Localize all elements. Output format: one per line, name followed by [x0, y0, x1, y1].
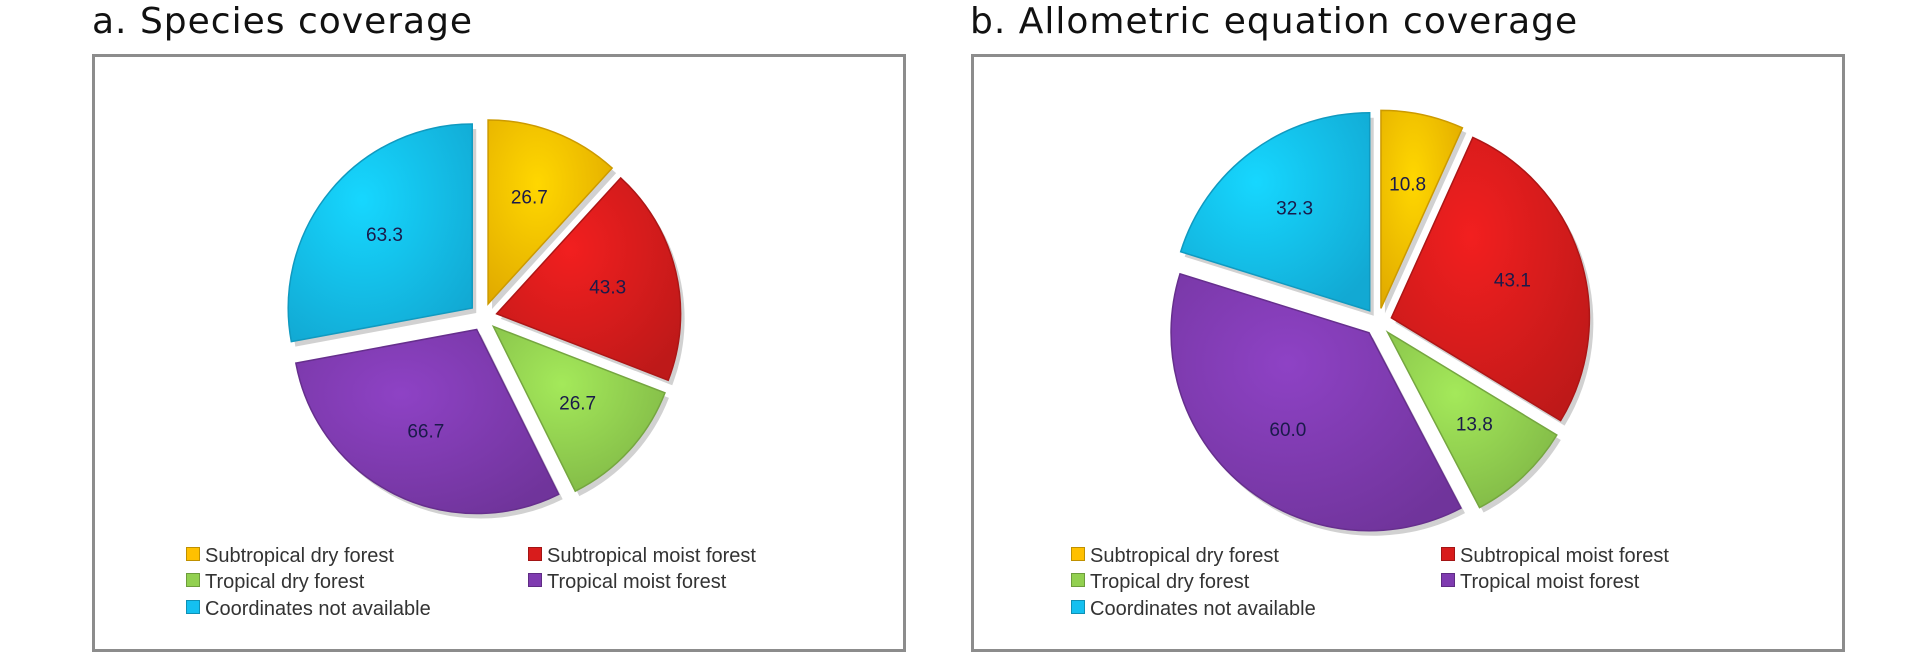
- chart-a-slice-coordinates-not-available: [287, 123, 473, 343]
- chart-b-title: b. Allometric equation coverage: [970, 1, 1579, 42]
- chart-b-legend-label-subtropical-dry-forest: Subtropical dry forest: [1090, 545, 1279, 567]
- chart-a-data-label-tropical-moist-forest: 66.7: [407, 422, 444, 443]
- chart-a-slice-subtropical-moist-forest: [495, 176, 682, 382]
- chart-a-slice-tropical-dry-forest: [491, 325, 666, 493]
- chart-a-data-label-subtropical-moist-forest: 43.3: [589, 278, 626, 299]
- chart-b-legend-item-tropical-dry-forest: Tropical dry forest: [1071, 570, 1249, 594]
- chart-a-legend-item-subtropical-moist-forest: Subtropical moist forest: [528, 544, 756, 568]
- chart-b-legend-item-coordinates-not-available: Coordinates not available: [1071, 597, 1316, 621]
- chart-b-legend-label-coordinates-not-available: Coordinates not available: [1090, 598, 1316, 620]
- chart-a-legend-label-tropical-dry-forest: Tropical dry forest: [205, 571, 365, 593]
- chart-b-frame: 10.8 43.1 13.8 60.0 32.3 Subtropical dry for…: [971, 54, 1845, 652]
- chart-a-legend-swatch-subtropical-dry-forest: [186, 547, 200, 561]
- chart-b-slice-tropical-moist-forest: [1170, 272, 1463, 532]
- chart-b-legend-item-tropical-moist-forest: Tropical moist forest: [1441, 570, 1639, 594]
- chart-b-data-label-tropical-moist-forest: 60.0: [1269, 420, 1306, 441]
- chart-b-data-label-tropical-dry-forest: 13.8: [1456, 415, 1493, 436]
- chart-b-legend-swatch-coordinates-not-available: [1071, 600, 1085, 614]
- chart-b-pie: 10.8 43.1 13.8 60.0 32.3: [1170, 109, 1594, 536]
- chart-b-slice-tropical-dry-forest: [1385, 330, 1558, 509]
- chart-a-slice-subtropical-dry-forest: [487, 119, 614, 306]
- chart-a-data-label-coordinates-not-available: 63.3: [366, 225, 403, 246]
- chart-a-legend-item-coordinates-not-available: Coordinates not available: [186, 597, 431, 621]
- chart-b-legend-label-subtropical-moist-forest: Subtropical moist forest: [1460, 545, 1669, 567]
- chart-b-legend-item-subtropical-moist-forest: Subtropical moist forest: [1441, 544, 1669, 568]
- chart-b-data-label-coordinates-not-available: 32.3: [1276, 199, 1313, 220]
- chart-b-legend-swatch-tropical-dry-forest: [1071, 573, 1085, 587]
- chart-a-slice-tropical-moist-forest: [294, 328, 560, 515]
- chart-b-data-label-subtropical-moist-forest: 43.1: [1494, 270, 1531, 291]
- chart-b-legend-swatch-subtropical-moist-forest: [1441, 547, 1455, 561]
- chart-a-title: a. Species coverage: [92, 1, 474, 42]
- chart-a-legend-item-tropical-dry-forest: Tropical dry forest: [186, 570, 364, 594]
- chart-b-data-label-subtropical-dry-forest: 10.8: [1389, 174, 1426, 195]
- chart-a-pie: 26.7 43.3 26.7 66.7 63.3: [287, 119, 685, 519]
- chart-b-legend-label-tropical-dry-forest: Tropical dry forest: [1090, 571, 1250, 593]
- chart-a-legend-label-subtropical-dry-forest: Subtropical dry forest: [205, 545, 394, 567]
- chart-a-legend-label-coordinates-not-available: Coordinates not available: [205, 598, 431, 620]
- chart-a-legend-label-tropical-moist-forest: Tropical moist forest: [547, 571, 727, 593]
- chart-a-frame: 26.7 43.3 26.7 66.7 63.3 Subtropical dry for…: [92, 54, 906, 652]
- chart-a-legend-swatch-tropical-dry-forest: [186, 573, 200, 587]
- chart-a-legend-item-subtropical-dry-forest: Subtropical dry forest: [186, 544, 394, 568]
- chart-a-legend-swatch-subtropical-moist-forest: [528, 547, 542, 561]
- chart-a-legend-label-subtropical-moist-forest: Subtropical moist forest: [547, 545, 756, 567]
- chart-b-legend: Subtropical dry forest Subtropical moist …: [974, 57, 1842, 649]
- chart-a-legend: Subtropical dry forest Subtropical moist …: [95, 57, 903, 649]
- chart-a-data-label-subtropical-dry-forest: 26.7: [511, 188, 548, 209]
- chart-b-legend-swatch-tropical-moist-forest: [1441, 573, 1455, 587]
- chart-b-slice-subtropical-moist-forest: [1390, 136, 1591, 422]
- chart-b-slice-subtropical-dry-forest: [1380, 109, 1464, 309]
- chart-b-slice-coordinates-not-available: [1179, 111, 1371, 312]
- chart-a-legend-swatch-coordinates-not-available: [186, 600, 200, 614]
- chart-a-legend-item-tropical-moist-forest: Tropical moist forest: [528, 570, 726, 594]
- chart-b-legend-label-tropical-moist-forest: Tropical moist forest: [1460, 571, 1640, 593]
- chart-b-legend-item-subtropical-dry-forest: Subtropical dry forest: [1071, 544, 1279, 568]
- chart-b-legend-swatch-subtropical-dry-forest: [1071, 547, 1085, 561]
- chart-a-legend-swatch-tropical-moist-forest: [528, 573, 542, 587]
- chart-a-data-label-tropical-dry-forest: 26.7: [559, 393, 596, 414]
